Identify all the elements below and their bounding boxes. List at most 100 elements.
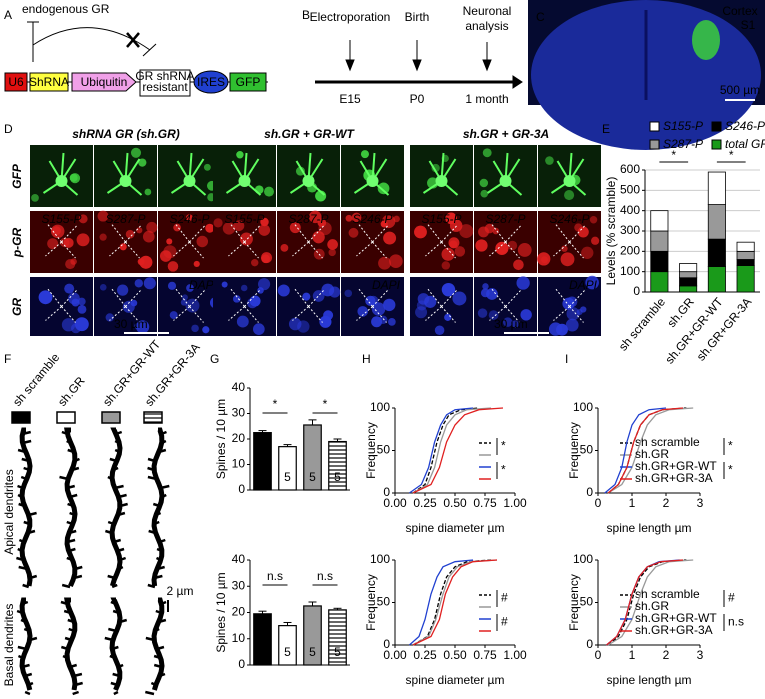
cell (196, 235, 209, 248)
cell (130, 147, 142, 158)
spine (18, 502, 26, 508)
cell (289, 222, 301, 234)
cell (68, 292, 80, 305)
cell (516, 276, 530, 290)
cdf-line (412, 407, 492, 494)
panel-label: H (362, 352, 371, 366)
spine (17, 493, 23, 499)
region-label: Basal dendrites (2, 604, 16, 687)
phospho-label: S246-P (352, 212, 392, 226)
construct-label: ShRNA (29, 75, 69, 89)
n-label: 5 (259, 470, 266, 484)
cell (581, 246, 594, 259)
bar-segment (707, 238, 726, 267)
cdf-line (607, 407, 684, 494)
group-title: shRNA GR (sh.GR) (72, 127, 180, 141)
neuron (302, 175, 315, 187)
spine (27, 529, 36, 535)
neuron (486, 152, 523, 196)
spine (153, 663, 163, 669)
cell (562, 297, 575, 310)
cell (139, 255, 153, 269)
spine (22, 583, 30, 589)
bar-segment (707, 266, 726, 293)
construct-label: resistant (142, 80, 188, 94)
cell (564, 190, 575, 201)
cell (181, 294, 188, 301)
cell (585, 275, 599, 290)
legend-label: sh.GR+GR-WT (635, 611, 717, 625)
spine (161, 439, 167, 445)
spine (153, 654, 161, 660)
spine (156, 547, 163, 553)
y-axis-label: Frequency (567, 422, 581, 479)
construct-label: Ubiquitin (81, 75, 128, 89)
scale-label: 30 µm (114, 317, 148, 331)
cell (47, 238, 59, 250)
bar (328, 609, 347, 666)
dendrite (64, 427, 78, 587)
x-tick-label: 1.00 (503, 496, 527, 510)
x-tick-label: 0.75 (473, 496, 497, 510)
cell (482, 283, 489, 290)
y-tick-label: 300 (620, 223, 640, 237)
spine (111, 583, 118, 589)
x-tick-label: 3 (697, 496, 704, 510)
cell (288, 317, 302, 331)
y-axis-label: Levels (% scramble) (604, 177, 618, 286)
cell (125, 229, 135, 239)
cell (441, 261, 451, 270)
cell (441, 247, 455, 261)
row-label: GR (10, 298, 24, 316)
x-tick-label: 0.00 (383, 648, 407, 662)
n-label: 5 (284, 645, 291, 659)
y-tick-label: 100 (370, 400, 390, 414)
spine (155, 556, 162, 562)
cell (511, 320, 519, 328)
dendrite (151, 597, 165, 691)
cell (78, 214, 88, 224)
condition-swatch (101, 411, 121, 424)
significance: n.s (728, 615, 744, 629)
cell (351, 212, 362, 223)
y-tick-label: 0 (586, 485, 593, 499)
cell (163, 245, 177, 259)
spine (145, 636, 155, 642)
spine (21, 600, 29, 606)
cell (577, 226, 589, 238)
spine (23, 466, 31, 472)
spine (153, 574, 163, 580)
spine (108, 627, 117, 633)
spine (147, 457, 156, 463)
construct-label: GFP (236, 75, 261, 89)
spine (69, 493, 78, 499)
bar (328, 440, 347, 491)
cell (117, 284, 129, 296)
cell (560, 252, 575, 267)
cell (205, 223, 215, 233)
cell (258, 224, 271, 236)
y-tick-label: 50 (580, 595, 594, 609)
legend-label: sh.GR+GR-3A (635, 623, 713, 637)
cell (416, 300, 427, 311)
n-label: 5 (259, 645, 266, 659)
neuron (119, 175, 132, 187)
phospho-label: S287-P (485, 212, 525, 226)
spine (160, 430, 167, 436)
spine (110, 681, 119, 687)
cdf-line (408, 559, 474, 646)
spine (66, 520, 74, 526)
cell (77, 304, 87, 314)
event-label: analysis (465, 19, 508, 33)
legend-label: sh scramble (635, 435, 700, 449)
y-tick-label: 0 (238, 657, 245, 671)
x-axis-label: spine diameter µm (406, 673, 505, 687)
cell (280, 243, 289, 252)
spine (114, 484, 124, 490)
cell (185, 214, 193, 222)
cell (202, 326, 210, 334)
spine (28, 511, 37, 517)
spine (150, 681, 157, 687)
cell (193, 260, 200, 268)
construct-element (139, 69, 191, 97)
